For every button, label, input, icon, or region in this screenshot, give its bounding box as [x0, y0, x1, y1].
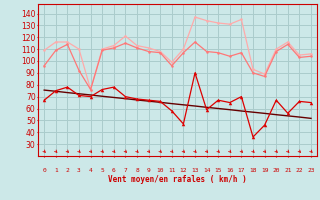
X-axis label: Vent moyen/en rafales ( km/h ): Vent moyen/en rafales ( km/h ) [108, 175, 247, 184]
